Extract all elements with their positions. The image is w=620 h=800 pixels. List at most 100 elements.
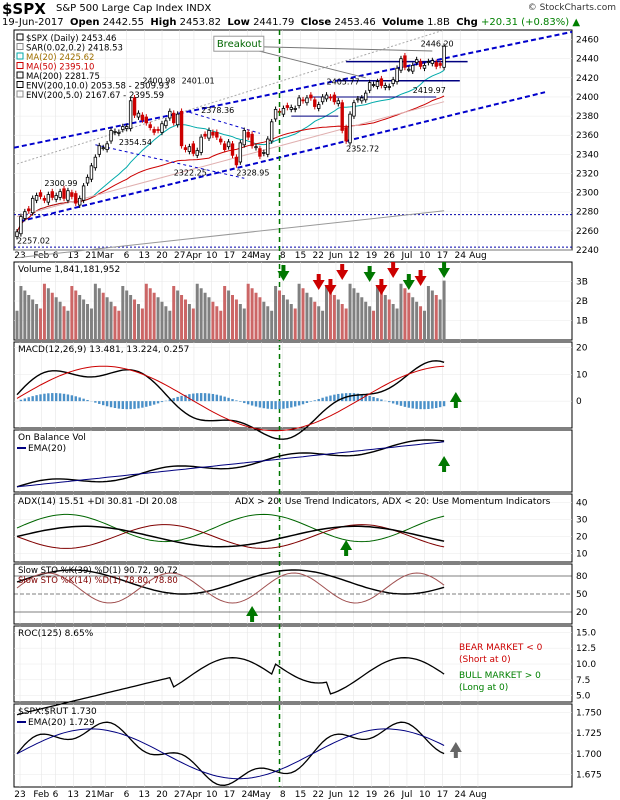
candle-body xyxy=(152,129,156,133)
macd-histogram-bar xyxy=(266,401,269,409)
macd-histogram-bar xyxy=(215,394,219,402)
macd-histogram-bar xyxy=(305,401,309,403)
macd-histogram-bar xyxy=(254,401,258,407)
candle-body xyxy=(301,99,305,102)
candle-body xyxy=(183,147,188,150)
candle-body xyxy=(281,108,286,115)
volume-bar xyxy=(250,288,254,340)
candle-body xyxy=(215,131,219,138)
candle-body xyxy=(42,197,47,201)
macd-histogram-bar xyxy=(274,401,277,410)
ratio-ema-line xyxy=(16,728,445,780)
macd-histogram-bar xyxy=(43,393,46,402)
candle-body xyxy=(101,147,105,150)
obv-title: On Balance Vol xyxy=(18,433,86,443)
volume-bar xyxy=(344,308,348,340)
price-annotation: 2354.54 xyxy=(119,138,152,147)
macd-histogram-bar xyxy=(102,401,105,406)
candle-body xyxy=(113,130,117,133)
macd-histogram-bar xyxy=(31,396,34,402)
x-tick-label-bottom: 23 xyxy=(14,790,25,800)
macd-histogram-bar xyxy=(239,401,242,402)
candle-body xyxy=(391,79,395,84)
volume-bar xyxy=(332,295,336,340)
y-tick-label: 5.0 xyxy=(576,692,591,702)
candle-body xyxy=(191,143,196,154)
volume-bar xyxy=(352,288,356,340)
x-tick-label-bottom: Feb xyxy=(33,790,49,800)
macd-histogram-bar xyxy=(54,393,58,402)
volume-bar xyxy=(31,299,35,340)
x-tick-label-top: 10 xyxy=(206,251,218,261)
candle-body xyxy=(273,108,278,120)
panel-frame-0 xyxy=(13,29,573,251)
candle-body xyxy=(258,148,262,157)
volume-bar xyxy=(101,292,105,340)
adx-note: ADX > 20: Use Trend Indicators, ADX < 20… xyxy=(235,497,551,507)
y-tick-label: 2320 xyxy=(576,169,599,179)
macd-histogram-bar xyxy=(395,401,399,405)
macd-histogram-bar xyxy=(39,394,42,402)
ma200-line xyxy=(16,210,445,259)
volume-bar xyxy=(70,286,74,340)
ma50-line xyxy=(16,95,445,233)
volume-bar xyxy=(15,310,19,340)
macd-histogram-bar xyxy=(290,401,293,408)
volume-bar xyxy=(309,297,313,340)
macd-histogram-bar xyxy=(78,397,81,402)
candle-body xyxy=(387,86,391,88)
y-tick-label: 15.0 xyxy=(576,628,596,638)
macd-histogram-bar xyxy=(19,399,23,402)
candle-body xyxy=(371,84,376,86)
macd-histogram-bar xyxy=(207,393,211,402)
bear-market-note: BEAR MARKET < 0 xyxy=(459,643,543,653)
candle-body xyxy=(132,97,137,116)
volume-bar xyxy=(152,292,156,340)
macd-histogram-bar xyxy=(407,401,411,408)
macd-histogram-bar xyxy=(141,401,144,408)
candle-body xyxy=(97,145,101,155)
volume-bar xyxy=(321,310,325,340)
x-tick-label-top: 13 xyxy=(68,251,79,261)
candle-body xyxy=(293,108,297,110)
flag-line xyxy=(95,144,245,179)
legend-swatch xyxy=(16,81,24,88)
volume-bar xyxy=(426,286,430,340)
volume-bar xyxy=(140,308,144,340)
stoch14-title: Slow STO %K(14) %D(1) 78.80, 78.80 xyxy=(18,576,178,586)
candle-body xyxy=(19,216,23,235)
volume-bar xyxy=(58,301,62,340)
candle-body xyxy=(250,133,254,147)
macd-histogram-bar xyxy=(192,393,195,402)
volume-bar xyxy=(203,292,207,340)
macd-histogram-bar xyxy=(438,401,442,408)
volume-bar xyxy=(97,288,101,340)
candle-body xyxy=(121,126,125,130)
trend-channel-upper xyxy=(13,30,573,149)
volume-bar xyxy=(144,283,148,340)
y-tick-label: 2440 xyxy=(576,55,599,65)
macd-histogram-bar xyxy=(113,401,117,409)
candle-body xyxy=(199,136,203,153)
macd-histogram-bar xyxy=(129,401,132,410)
x-tick-label-bottom: 20 xyxy=(156,790,168,800)
candle-body xyxy=(352,102,356,117)
macd-histogram-bar xyxy=(176,396,179,402)
x-tick-label-top: 10 xyxy=(419,251,431,261)
macd-histogram-bar xyxy=(82,398,85,402)
volume-bar xyxy=(23,290,27,340)
candle-body xyxy=(207,130,211,139)
macd-histogram-bar xyxy=(301,401,305,405)
candle-body xyxy=(328,96,333,99)
y-tick-label: 2240 xyxy=(576,246,599,256)
macd-histogram-bar xyxy=(435,401,438,408)
candle-body xyxy=(324,94,329,100)
legend-entry: MA(200) 2281.75 xyxy=(26,72,100,82)
volume-bar xyxy=(356,292,360,340)
volume-bar xyxy=(180,295,184,340)
macd-histogram-bar xyxy=(427,401,430,409)
candle-body xyxy=(172,112,176,124)
candle-body xyxy=(418,61,423,67)
low-value: 2441.79 xyxy=(253,17,295,28)
candle-body xyxy=(356,98,360,101)
